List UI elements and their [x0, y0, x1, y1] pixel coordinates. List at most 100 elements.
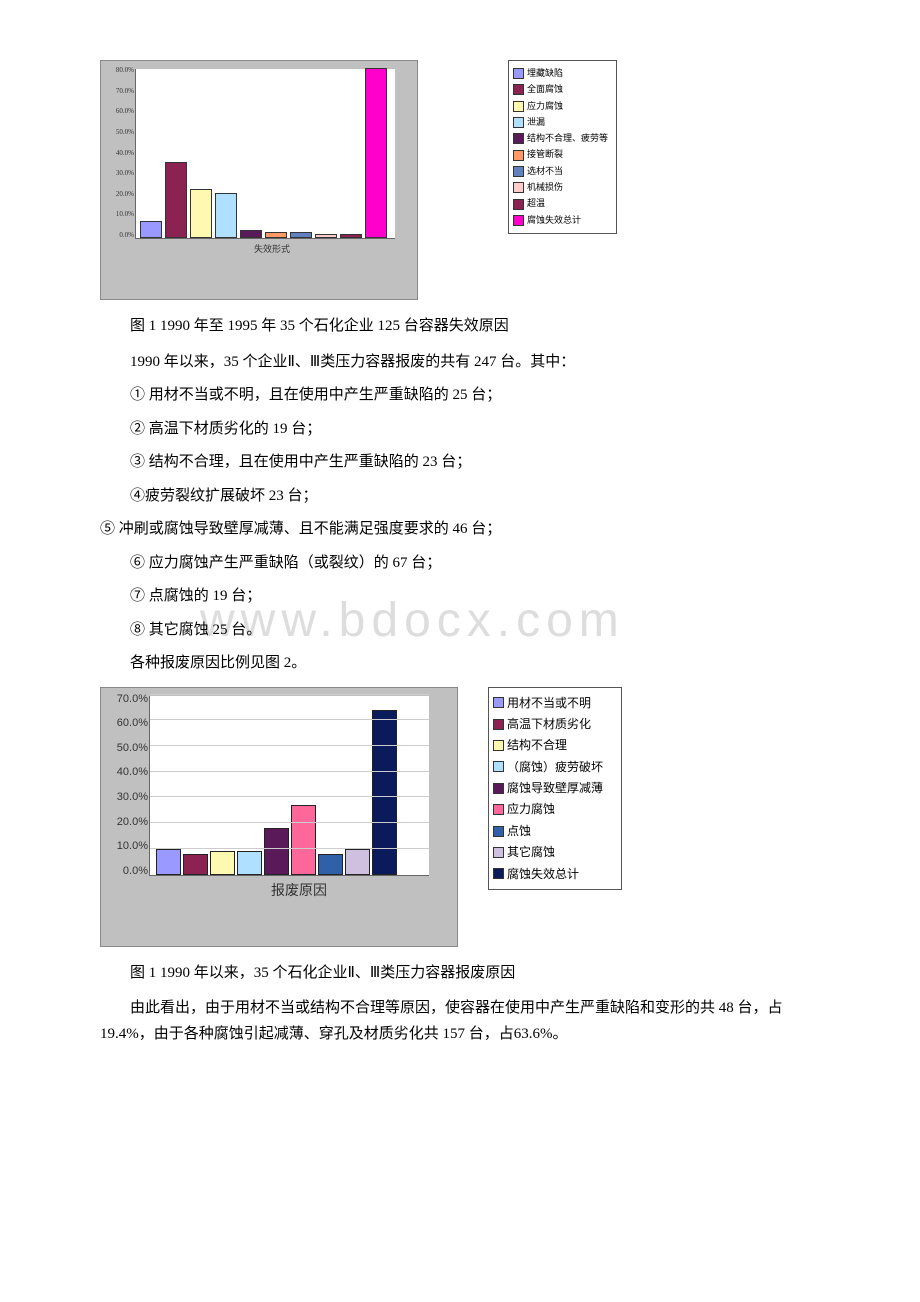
chart2-caption: 图 1 1990 年以来，35 个石化企业Ⅱ、Ⅲ类压力容器报废原因 — [100, 961, 820, 987]
legend-label: 应力腐蚀 — [527, 99, 563, 114]
legend-label: 结构不合理、疲劳等 — [527, 131, 608, 146]
list-item-6: ⑥ 应力腐蚀产生严重缺陷（或裂纹）的 67 台； — [100, 551, 820, 577]
chart1-bar — [215, 193, 237, 238]
list-item-8: ⑧ 其它腐蚀 25 台。 — [100, 618, 820, 644]
legend-row: 腐蚀导致壁厚减薄 — [493, 778, 613, 798]
chart2-bar — [156, 849, 181, 875]
chart1-bar — [365, 68, 387, 238]
chart1-bar — [190, 189, 212, 238]
legend-row: 其它腐蚀 — [493, 842, 613, 862]
chart2-box: 70.0%60.0%50.0%40.0%30.0%20.0%10.0%0.0% … — [100, 687, 458, 947]
legend-label: 腐蚀失效总计 — [527, 213, 581, 228]
legend-label: 点蚀 — [507, 821, 531, 841]
legend-swatch — [493, 697, 504, 708]
legend-swatch — [513, 199, 524, 210]
legend-label: 用材不当或不明 — [507, 693, 591, 713]
legend-swatch — [513, 150, 524, 161]
legend-swatch — [513, 215, 524, 226]
legend-label: 泄漏 — [527, 115, 545, 130]
chart2-bar — [264, 828, 289, 874]
legend-swatch — [513, 68, 524, 79]
legend-label: 其它腐蚀 — [507, 842, 555, 862]
ref-fig2: 各种报废原因比例见图 2。 — [100, 651, 820, 677]
chart2-bar — [237, 851, 262, 874]
chart1-plot: 80.0%70.0%60.0%50.0%40.0%30.0%20.0%10.0%… — [135, 69, 395, 239]
legend-row: 结构不合理、疲劳等 — [513, 131, 608, 146]
chart1-bar — [165, 162, 187, 239]
chart1-bar — [265, 232, 287, 238]
chart1-legend: 埋藏缺陷全面腐蚀应力腐蚀泄漏结构不合理、疲劳等接管断裂选材不当机械损伤超温腐蚀失… — [508, 60, 617, 234]
legend-row: 接管断裂 — [513, 147, 608, 162]
list-item-1: ① 用材不当或不明，且在使用中产生严重缺陷的 25 台； — [100, 383, 820, 409]
chart2-bar — [183, 854, 208, 875]
chart1-bar — [140, 221, 162, 238]
legend-swatch — [493, 719, 504, 730]
legend-label: 埋藏缺陷 — [527, 66, 563, 81]
legend-label: 腐蚀导致壁厚减薄 — [507, 778, 603, 798]
legend-row: 选材不当 — [513, 164, 608, 179]
legend-label: 超温 — [527, 196, 545, 211]
legend-row: 应力腐蚀 — [513, 99, 608, 114]
chart2-bar — [372, 710, 397, 875]
chart2-yaxis: 70.0%60.0%50.0%40.0%30.0%20.0%10.0%0.0% — [108, 690, 148, 881]
list-item-2: ② 高温下材质劣化的 19 台； — [100, 417, 820, 443]
legend-row: 全面腐蚀 — [513, 82, 608, 97]
legend-label: 机械损伤 — [527, 180, 563, 195]
legend-label: 应力腐蚀 — [507, 799, 555, 819]
legend-row: 泄漏 — [513, 115, 608, 130]
legend-label: 全面腐蚀 — [527, 82, 563, 97]
legend-swatch — [513, 101, 524, 112]
legend-swatch — [513, 84, 524, 95]
legend-swatch — [513, 166, 524, 177]
legend-swatch — [493, 804, 504, 815]
legend-swatch — [493, 847, 504, 858]
legend-swatch — [493, 761, 504, 772]
legend-swatch — [513, 133, 524, 144]
legend-row: 用材不当或不明 — [493, 693, 613, 713]
chart1-box: 80.0%70.0%60.0%50.0%40.0%30.0%20.0%10.0%… — [100, 60, 418, 300]
legend-label: 高温下材质劣化 — [507, 714, 591, 734]
legend-row: 结构不合理 — [493, 735, 613, 755]
legend-row: 腐蚀失效总计 — [493, 864, 613, 884]
chart1-yaxis: 80.0%70.0%60.0%50.0%40.0%30.0%20.0%10.0%… — [108, 65, 134, 242]
legend-row: 机械损伤 — [513, 180, 608, 195]
chart1-caption: 图 1 1990 年至 1995 年 35 个石化企业 125 台容器失效原因 — [100, 314, 820, 340]
list-item-7: ⑦ 点腐蚀的 19 台； — [100, 584, 820, 610]
legend-label: 结构不合理 — [507, 735, 567, 755]
legend-swatch — [513, 117, 524, 128]
chart2-container: 70.0%60.0%50.0%40.0%30.0%20.0%10.0%0.0% … — [100, 687, 820, 947]
intro-paragraph: 1990 年以来，35 个企业Ⅱ、Ⅲ类压力容器报废的共有 247 台。其中： — [100, 350, 820, 376]
legend-row: （腐蚀）疲劳破坏 — [493, 757, 613, 777]
legend-swatch — [493, 868, 504, 879]
legend-row: 超温 — [513, 196, 608, 211]
conclusion-paragraph: 由此看出，由于用材不当或结构不合理等原因，使容器在使用中产生严重缺陷和变形的共 … — [100, 996, 820, 1047]
legend-label: 接管断裂 — [527, 147, 563, 162]
chart1-container: 80.0%70.0%60.0%50.0%40.0%30.0%20.0%10.0%… — [100, 60, 820, 300]
chart2-bar — [318, 854, 343, 875]
legend-label: （腐蚀）疲劳破坏 — [507, 757, 603, 777]
list-item-3: ③ 结构不合理，且在使用中产生严重缺陷的 23 台； — [100, 450, 820, 476]
chart2-plot: 70.0%60.0%50.0%40.0%30.0%20.0%10.0%0.0% — [149, 696, 429, 876]
chart1-bar — [240, 230, 262, 239]
chart1-bar — [340, 234, 362, 238]
legend-label: 腐蚀失效总计 — [507, 864, 579, 884]
legend-row: 点蚀 — [493, 821, 613, 841]
chart2-xlabel: 报废原因 — [149, 880, 449, 904]
chart1-xlabel: 失效形式 — [135, 242, 409, 257]
legend-swatch — [493, 783, 504, 794]
chart2-bar — [210, 851, 235, 874]
legend-row: 高温下材质劣化 — [493, 714, 613, 734]
legend-row: 腐蚀失效总计 — [513, 213, 608, 228]
chart2-bar — [291, 805, 316, 874]
legend-label: 选材不当 — [527, 164, 563, 179]
legend-row: 应力腐蚀 — [493, 799, 613, 819]
chart2-legend: 用材不当或不明高温下材质劣化结构不合理（腐蚀）疲劳破坏腐蚀导致壁厚减薄应力腐蚀点… — [488, 687, 622, 891]
chart1-bar — [315, 234, 337, 238]
list-item-5: ⑤ 冲刷或腐蚀导致壁厚减薄、且不能满足强度要求的 46 台； — [100, 517, 820, 543]
chart2-bar — [345, 849, 370, 875]
chart1-bar — [290, 232, 312, 238]
legend-swatch — [493, 740, 504, 751]
list-item-4: ④疲劳裂纹扩展破坏 23 台； — [100, 484, 820, 510]
legend-swatch — [513, 182, 524, 193]
legend-swatch — [493, 826, 504, 837]
